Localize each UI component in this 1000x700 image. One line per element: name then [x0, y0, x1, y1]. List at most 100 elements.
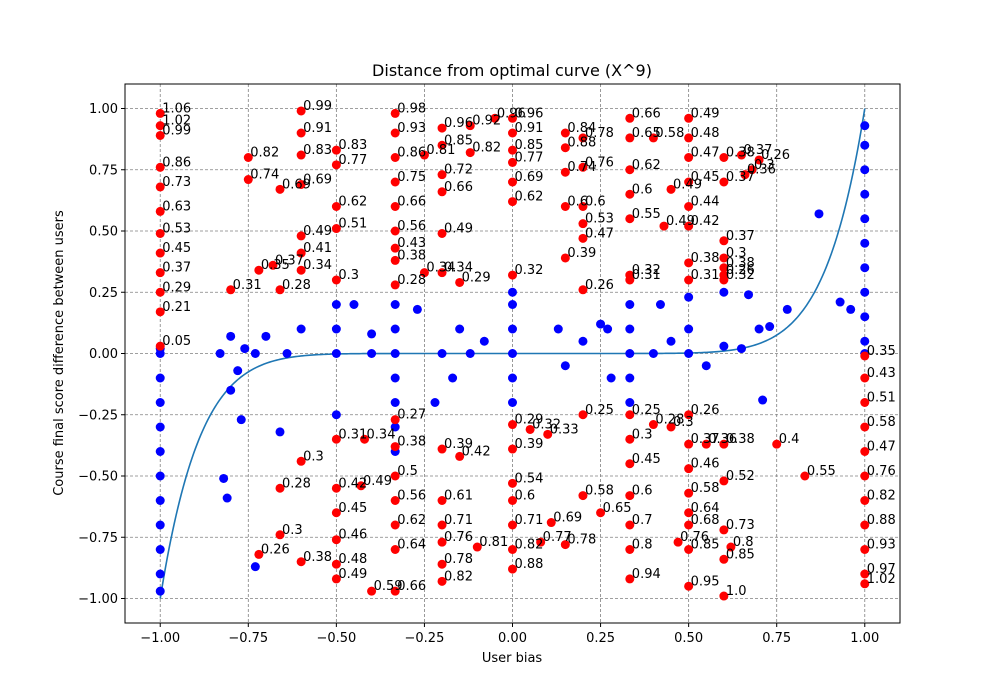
red-point — [155, 268, 165, 278]
blue-point — [155, 545, 165, 554]
distance-label: 0.99 — [162, 123, 191, 138]
distance-label: 0.84 — [567, 121, 596, 136]
red-point — [331, 160, 341, 170]
red-point — [543, 429, 553, 439]
distance-label: 0.99 — [303, 99, 332, 114]
distance-label: 0.56 — [397, 219, 426, 234]
y-tick-label: 1.00 — [89, 102, 118, 117]
red-point — [155, 287, 165, 297]
red-point — [648, 420, 658, 430]
red-point — [525, 424, 535, 434]
blue-point — [719, 341, 729, 351]
red-point — [560, 143, 570, 153]
blue-point — [390, 324, 400, 334]
red-point — [684, 202, 694, 211]
red-point — [437, 140, 447, 150]
distance-label: 0.3 — [673, 415, 694, 430]
red-point — [296, 150, 306, 160]
distance-label: 0.37 — [726, 170, 755, 185]
distance-label: 0.39 — [444, 437, 473, 452]
y-tick-label: −0.25 — [78, 408, 118, 423]
red-point — [331, 483, 341, 493]
blue-point — [860, 336, 870, 346]
distance-label: 0.53 — [585, 212, 614, 227]
red-point — [437, 537, 447, 547]
distance-label: 0.26 — [585, 278, 614, 293]
distance-label: 0.64 — [691, 501, 720, 516]
x-axis-ticks: −1.00 −0.75 −0.50 −0.25 0.00 0.25 0.50 0.75 1.00 — [140, 623, 879, 646]
distance-label: 0.21 — [162, 300, 191, 315]
blue-point — [465, 349, 475, 358]
red-point — [684, 133, 694, 143]
distance-label: 0.82 — [867, 489, 896, 504]
distance-label: 0.82 — [444, 569, 473, 584]
red-point — [560, 253, 570, 263]
distance-label: 0.59 — [374, 579, 403, 594]
red-point — [625, 189, 635, 199]
distance-label: 0.76 — [585, 155, 614, 170]
blue-point — [296, 324, 306, 334]
distance-label: 0.69 — [553, 511, 582, 526]
red-point — [772, 439, 782, 449]
red-point — [860, 579, 870, 589]
y-axis-ticks: −1.00 −0.75 −0.50 −0.25 0.00 0.25 0.50 0.75 1.00 — [78, 102, 125, 607]
distance-label: 0.31 — [233, 278, 262, 293]
blue-point — [684, 349, 694, 358]
distance-label: 0.85 — [515, 138, 544, 153]
y-axis-label: Course final score difference between us… — [52, 210, 67, 496]
distance-label: 0.38 — [726, 256, 755, 271]
red-point — [419, 150, 429, 160]
distance-label: 0.69 — [282, 177, 311, 192]
red-point — [437, 576, 447, 586]
blue-point — [666, 336, 676, 346]
x-tick-label: 0.75 — [762, 631, 791, 646]
blue-point — [701, 361, 711, 371]
red-point — [860, 545, 870, 554]
distance-label: 0.3 — [726, 246, 747, 261]
red-point — [254, 549, 264, 559]
blue-point — [349, 300, 359, 309]
distance-label: 0.83 — [303, 143, 332, 158]
y-tick-label: 0.50 — [89, 225, 118, 240]
red-point — [419, 268, 429, 278]
distance-label: 0.37 — [726, 229, 755, 244]
blue-point — [250, 562, 260, 572]
blue-point — [508, 324, 517, 334]
red-point — [437, 559, 447, 569]
red-point — [625, 214, 635, 224]
red-point — [860, 447, 870, 456]
red-point — [508, 145, 517, 155]
blue-point — [155, 422, 165, 432]
red-point — [684, 464, 694, 474]
red-point — [684, 113, 694, 123]
red-point — [578, 219, 588, 229]
blue-points — [155, 121, 870, 596]
red-point — [437, 228, 447, 238]
distance-label: 0.31 — [338, 427, 367, 442]
distance-label: 0.46 — [338, 528, 367, 543]
blue-point — [226, 331, 236, 341]
data-labels: 1.061.020.990.860.730.630.530.450.370.29… — [162, 99, 895, 599]
blue-point — [860, 214, 870, 224]
red-point — [155, 130, 165, 140]
blue-point — [814, 209, 824, 219]
red-point — [390, 153, 400, 162]
red-point — [390, 177, 400, 187]
red-point — [390, 471, 400, 481]
blue-point — [226, 385, 236, 395]
distance-label: 0.58 — [867, 415, 896, 430]
distance-label: 0.37 — [691, 432, 720, 447]
red-point — [719, 554, 729, 564]
red-point — [736, 150, 746, 160]
red-point — [860, 422, 870, 432]
distance-label: 0.32 — [515, 263, 544, 278]
blue-point — [508, 398, 517, 407]
distance-label: 0.51 — [338, 217, 367, 232]
distance-label: 0.48 — [691, 126, 720, 141]
x-tick-label: −0.25 — [405, 631, 445, 646]
red-point — [268, 260, 278, 270]
red-point — [719, 476, 729, 486]
distance-label: 0.38 — [303, 550, 332, 565]
distance-label: 0.05 — [162, 334, 191, 349]
